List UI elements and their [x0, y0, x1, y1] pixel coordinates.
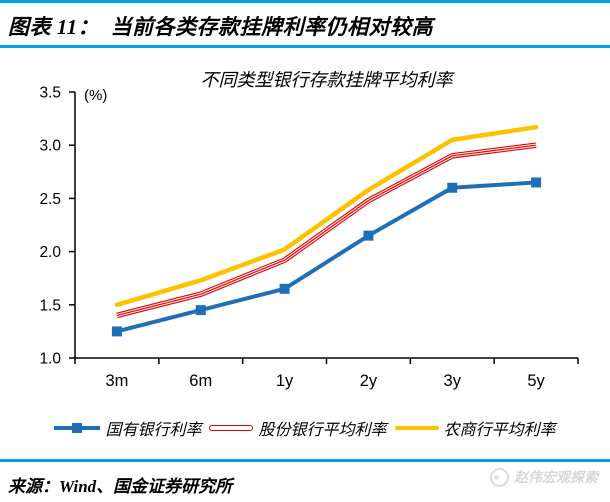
legend-marker-double-line-icon — [209, 425, 254, 431]
legend-marker-line-square-icon — [54, 423, 101, 433]
source-text: 来源：Wind、国金证券研究所 — [8, 477, 233, 496]
top-rule — [0, 0, 610, 3]
y-tick-label: 1.5 — [39, 297, 61, 314]
figure-title: 图表 11： 当前各类存款挂牌利率仍相对较高 — [8, 15, 434, 39]
x-tick-label: 5y — [527, 372, 545, 390]
footer-rule — [0, 459, 610, 462]
legend-item-joint-stock-banks: 股份银行平均利率 — [209, 416, 387, 440]
watermark: 赵伟宏观探索 — [490, 467, 598, 487]
watermark-logo-icon — [490, 467, 509, 487]
legend-label-rural-banks: 农商行平均利率 — [443, 422, 556, 439]
chart-title: 不同类型银行存款挂牌平均利率 — [200, 70, 453, 90]
series-line-state-banks — [116, 180, 537, 334]
x-tick-label: 3m — [105, 372, 128, 390]
watermark-text: 赵伟宏观探索 — [514, 471, 598, 486]
legend-item-rural-banks: 农商行平均利率 — [394, 416, 556, 440]
series-marker-state-banks — [447, 182, 458, 193]
x-tick-label: 2y — [360, 372, 378, 390]
series-marker-state-banks — [195, 305, 206, 316]
legend-marker-thick-line-icon — [394, 425, 439, 431]
y-tick-label: 2.5 — [39, 191, 61, 208]
legend-label-state-banks: 国有银行利率 — [105, 422, 202, 439]
y-tick-label: 3.5 — [39, 85, 61, 102]
chart-legend: 国有银行利率 股份银行平均利率 农商行平均利率 — [0, 413, 610, 443]
series-marker-state-banks — [279, 283, 290, 294]
legend-square-icon — [72, 423, 83, 433]
legend-item-state-banks: 国有银行利率 — [54, 416, 201, 440]
y-tick-label: 1.0 — [39, 351, 61, 368]
title-underline — [0, 45, 610, 48]
chart-plot-area: 1.0 1.5 2.0 2.5 3.0 3.5 3m 6m 1y 2y 3y 5y — [39, 85, 579, 390]
series-marker-state-banks — [363, 230, 374, 241]
x-tick-label: 3y — [444, 372, 462, 390]
series-marker-state-banks — [531, 177, 542, 188]
x-tick-label: 1y — [276, 372, 294, 390]
y-tick-label: 2.0 — [39, 244, 61, 261]
series-marker-state-banks — [111, 326, 122, 337]
series-line-rural-banks — [114, 124, 539, 308]
legend-label-joint-stock-banks: 股份银行平均利率 — [258, 422, 387, 439]
x-tick-label: 6m — [189, 372, 212, 390]
y-axis-unit-label: (%) — [84, 87, 108, 104]
y-tick-label: 3.0 — [39, 138, 61, 155]
series-line-joint-stock-center — [116, 144, 537, 317]
